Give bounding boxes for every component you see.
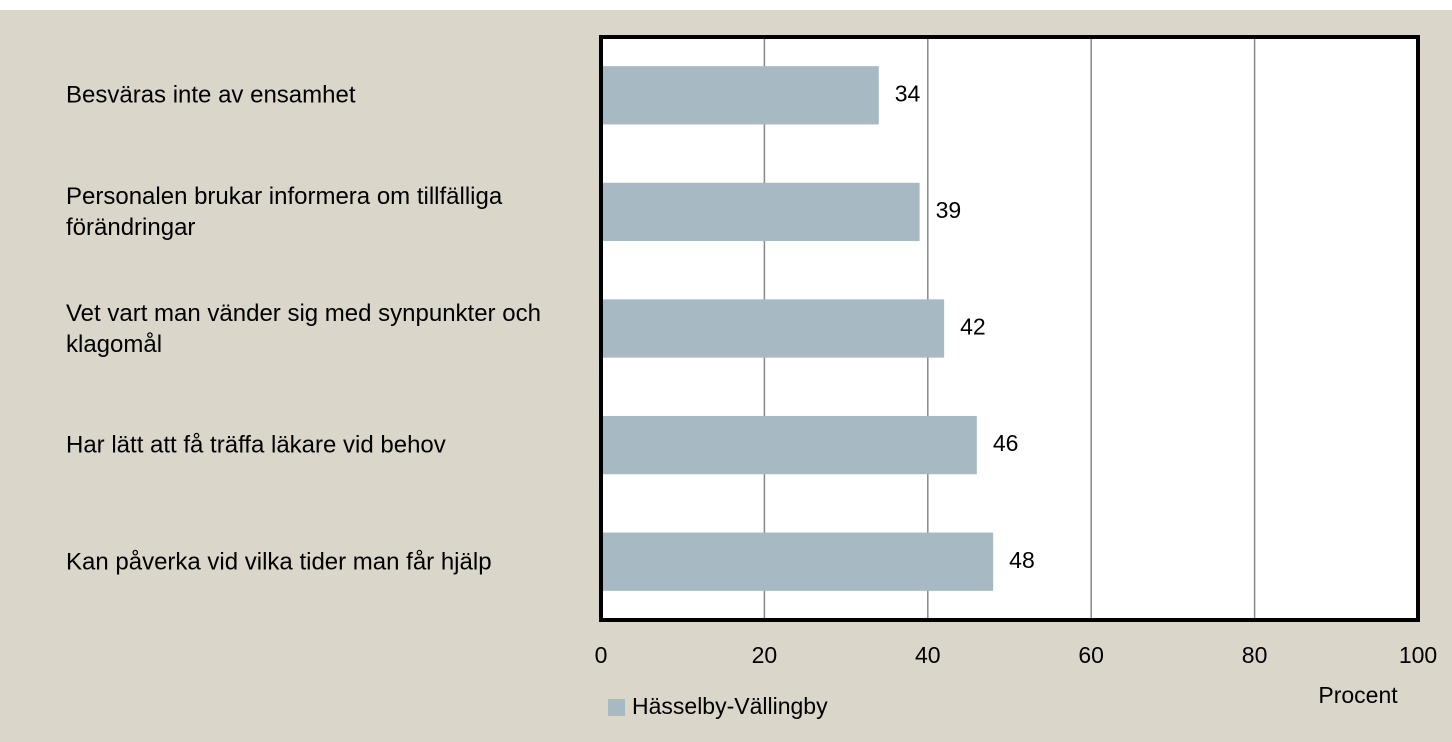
x-tick-label: 80 xyxy=(1242,642,1268,668)
y-tick-label: Besväras inte av ensamhet xyxy=(66,81,356,109)
x-tick-label: 60 xyxy=(1078,642,1104,668)
bar xyxy=(601,182,920,242)
legend-label: Hässelby-Vällingby xyxy=(632,693,828,719)
x-tick-label: 20 xyxy=(752,642,778,668)
data-label: 48 xyxy=(1009,547,1035,573)
data-label: 39 xyxy=(936,197,962,223)
bar xyxy=(601,66,879,125)
y-tick-label: Har lätt att få träffa läkare vid behov xyxy=(66,431,446,459)
bar xyxy=(601,532,994,591)
x-tick-label: 0 xyxy=(595,642,608,668)
y-tick-label: Kan påverka vid vilka tider man får hjäl… xyxy=(66,548,492,576)
y-tick-label: Personalen brukar informera om tillfälli… xyxy=(66,182,503,241)
plot-border xyxy=(599,35,1420,622)
legend-swatch xyxy=(608,699,625,716)
y-tick-label: Vet vart man vänder sig med synpunkter o… xyxy=(66,299,541,358)
x-tick-label: 40 xyxy=(915,642,941,668)
x-tick-label: 100 xyxy=(1399,642,1437,668)
bars xyxy=(601,66,994,591)
bar xyxy=(601,299,945,358)
x-axis-label: Procent xyxy=(1318,682,1398,708)
data-label: 34 xyxy=(895,80,921,106)
bar xyxy=(601,415,977,475)
data-label: 46 xyxy=(993,430,1019,456)
data-label: 42 xyxy=(960,314,986,340)
